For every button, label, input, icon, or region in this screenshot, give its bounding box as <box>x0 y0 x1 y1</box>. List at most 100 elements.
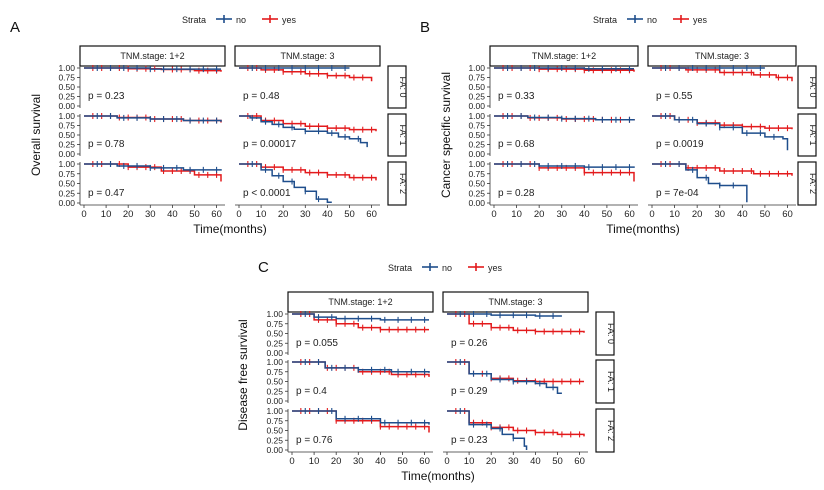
facet-col1-row1: p = 0.0019 <box>652 113 793 151</box>
km-curve-no <box>494 67 634 70</box>
y-tick-label: 1.00 <box>266 309 283 319</box>
x-tick-label: 0 <box>491 209 496 220</box>
km-curve-yes <box>652 163 793 176</box>
y-tick-label: 0.25 <box>266 338 283 348</box>
y-tick-label: 0.25 <box>266 386 283 396</box>
x-tick-label: 10 <box>309 456 320 467</box>
facet-col0-row0: p = 0.23 <box>84 65 222 102</box>
x-tick-label: 20 <box>278 209 289 220</box>
km-curve-yes <box>84 163 222 182</box>
p-value: p = 0.28 <box>498 188 535 199</box>
panel-b: B Strata no yes Cancer specific survival TNM.… <box>420 15 818 236</box>
y-tick-label: 1.00 <box>58 111 75 121</box>
y-tick-label: 0.75 <box>58 121 75 131</box>
facet-col1-row0: p = 0.55 <box>652 65 793 102</box>
row-strip-box <box>797 161 817 206</box>
x-tick-label: 40 <box>167 209 178 220</box>
km-curve-no <box>494 163 635 168</box>
x-tick-label: 20 <box>692 209 703 220</box>
facet-col0-row2: p = 0.28 <box>494 161 635 199</box>
y-tick-label: 1.00 <box>58 63 75 73</box>
legend-label-no: no <box>442 263 452 273</box>
facet-col0-row1: p = 0.78 <box>84 113 222 150</box>
y-tick-label: 0.75 <box>266 319 283 329</box>
facet-col1-row2: p < 0.0001 <box>239 161 377 203</box>
p-value: p = 0.47 <box>88 188 125 199</box>
column-strip-label: TNM.stage: 1+2 <box>120 51 184 61</box>
legend: Strata no yes <box>388 263 503 273</box>
y-tick-label: 0.25 <box>266 435 283 445</box>
y-tick-label: 0.00 <box>266 445 283 455</box>
x-tick-label: 30 <box>353 456 364 467</box>
x-tick-label: 40 <box>322 209 333 220</box>
p-value: p = 7e-04 <box>656 188 699 199</box>
x-tick-label: 0 <box>289 456 294 467</box>
facet-col1-row2: p = 0.23 <box>447 408 585 450</box>
row-strip-label: FA: 2 <box>606 420 616 441</box>
y-tick-label: 0.00 <box>468 149 485 159</box>
x-tick-label: 30 <box>300 209 311 220</box>
legend-label-yes: yes <box>693 15 708 25</box>
y-tick-label: 0.25 <box>468 140 485 150</box>
column-strip-box <box>647 45 797 67</box>
x-tick-label: 40 <box>737 209 748 220</box>
column-strip-label: TNM.stage: 3 <box>488 297 542 307</box>
facet-col1-row0: p = 0.26 <box>447 311 585 349</box>
column-strip-label: TNM.stage: 1+2 <box>532 51 596 61</box>
x-tick-label: 60 <box>624 209 635 220</box>
km-curve-yes <box>239 67 373 82</box>
km-curve-no <box>447 361 562 394</box>
y-tick-label: 0.00 <box>58 101 75 111</box>
row-strip-box <box>387 113 407 157</box>
column-strip-label: TNM.stage: 3 <box>280 51 334 61</box>
x-tick-label: 0 <box>444 456 449 467</box>
km-curve-no <box>652 163 748 203</box>
y-tick-label: 0.75 <box>468 121 485 131</box>
y-tick-label: 0.50 <box>468 179 485 189</box>
y-tick-label: 1.00 <box>468 111 485 121</box>
row-strip-box <box>797 65 817 109</box>
y-tick-label: 0.50 <box>266 426 283 436</box>
y-tick-label: 1.00 <box>468 159 485 169</box>
y-tick-label: 1.00 <box>468 63 485 73</box>
x-tick-label: 60 <box>366 209 377 220</box>
column-strip-label: TNM.stage: 1+2 <box>328 297 392 307</box>
row-strip-box <box>595 408 615 453</box>
y-tick-label: 0.50 <box>58 179 75 189</box>
row-strip-label: FA: 0 <box>808 76 818 97</box>
km-curve-yes <box>239 163 377 181</box>
panel-c: C Strata no yes Disease free survival TNM.sta… <box>236 259 616 483</box>
p-value: p = 0.23 <box>88 91 125 102</box>
x-tick-label: 50 <box>760 209 771 220</box>
y-tick-label: 0.75 <box>58 73 75 83</box>
y-tick-label: 0.00 <box>58 149 75 159</box>
y-tick-label: 0.00 <box>468 101 485 111</box>
x-tick-label: 20 <box>123 209 134 220</box>
facet-col0-row0: p = 0.33 <box>494 65 635 102</box>
row-strip-box <box>797 113 817 157</box>
row-strip-label: FA: 1 <box>398 124 408 145</box>
km-curve-no <box>292 410 430 425</box>
km-curve-no <box>84 163 222 171</box>
x-tick-label: 20 <box>486 456 497 467</box>
km-curve-no <box>239 163 332 203</box>
x-tick-label: 10 <box>669 209 680 220</box>
y-axis-label: Cancer specific survival <box>439 72 453 198</box>
legend-title: Strata <box>388 263 412 273</box>
legend-title: Strata <box>593 15 617 25</box>
x-tick-label: 20 <box>534 209 545 220</box>
x-axis-label: Time(months) <box>193 222 267 236</box>
facet-col0-row2: p = 0.76 <box>292 408 430 446</box>
km-curve-yes <box>292 410 430 433</box>
km-curve-no <box>292 313 429 321</box>
x-tick-label: 50 <box>397 456 408 467</box>
x-axis-label: Time(months) <box>401 469 475 483</box>
y-axis-label: Overall survival <box>29 94 43 176</box>
y-tick-label: 0.50 <box>58 82 75 92</box>
y-tick-label: 0.00 <box>266 348 283 358</box>
row-strip-box <box>387 65 407 109</box>
p-value: p = 0.55 <box>656 91 693 102</box>
p-value: p = 0.29 <box>451 386 488 397</box>
p-value: p = 0.00017 <box>243 139 297 150</box>
